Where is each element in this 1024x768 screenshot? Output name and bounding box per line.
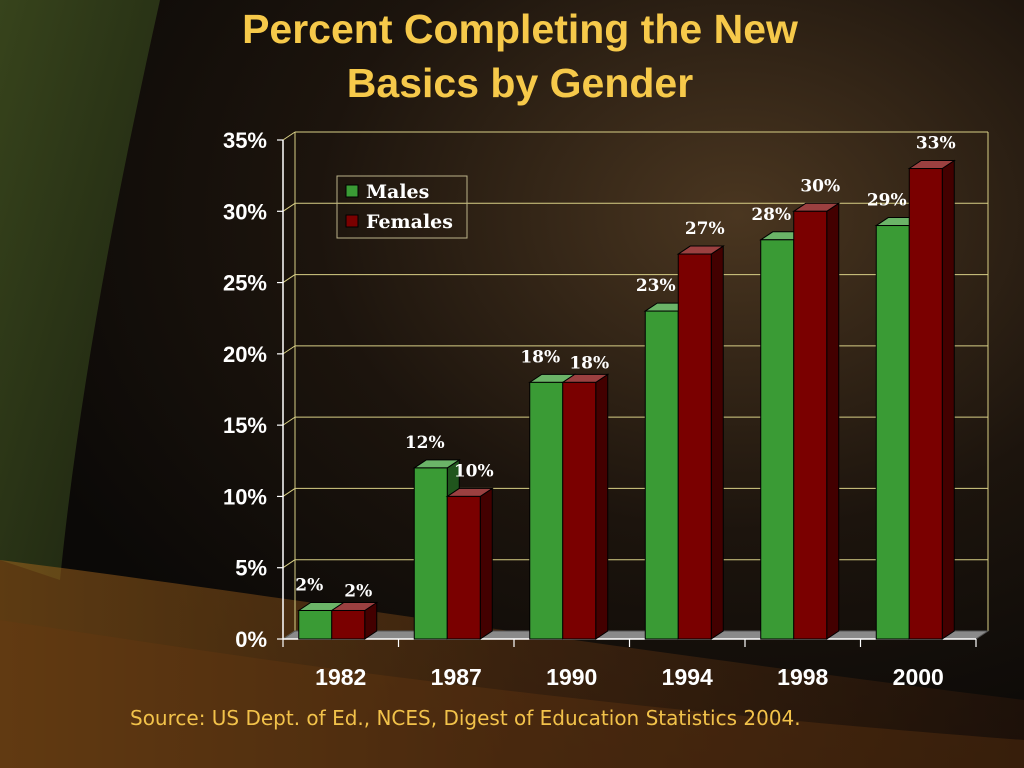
bar-front xyxy=(446,495,481,640)
bar-front xyxy=(413,467,448,640)
data-label: 23% xyxy=(636,276,676,296)
legend: Males Females xyxy=(336,175,468,239)
gridline-depth xyxy=(282,488,296,497)
bar-side xyxy=(826,202,840,640)
bar-front xyxy=(562,381,597,640)
bar-side xyxy=(941,159,955,640)
bar-front xyxy=(529,381,564,640)
bar-front xyxy=(677,253,712,640)
bar-front xyxy=(331,609,366,640)
x-tick-label: 1982 xyxy=(315,664,366,690)
y-tick-label: 15% xyxy=(223,413,267,438)
y-tick-label: 20% xyxy=(223,342,267,367)
bar-females-1994: 27% xyxy=(676,219,725,640)
gridline-depth xyxy=(282,274,296,283)
legend-label-females: Females xyxy=(366,211,453,233)
bar-front xyxy=(908,168,943,640)
bar-females-1990: 18% xyxy=(561,353,610,640)
data-label: 27% xyxy=(685,219,725,239)
gridline-depth xyxy=(282,131,296,141)
data-label: 10% xyxy=(454,461,494,481)
y-tick-label: 25% xyxy=(223,271,267,296)
y-tick-label: 0% xyxy=(235,627,267,652)
bar-front xyxy=(298,609,333,640)
bars: 2% 2% 12% 10% 18% 18% 23% 27% 28% 30% 29% 33% xyxy=(295,134,956,640)
x-tick-label: 2000 xyxy=(893,664,944,690)
y-tick-label: 10% xyxy=(223,484,267,509)
bar-side xyxy=(595,373,609,640)
legend-box xyxy=(336,175,468,239)
data-label: 18% xyxy=(520,347,560,367)
title-line-1: Percent Completing the New xyxy=(242,6,798,52)
bar-front xyxy=(875,225,910,640)
gridline-depth xyxy=(282,559,296,569)
slide-title: Percent Completing the New Basics by Gen… xyxy=(150,2,890,110)
gridline-depth xyxy=(282,416,296,426)
data-label: 29% xyxy=(867,191,907,211)
x-tick-label: 1987 xyxy=(431,664,482,690)
bar-front xyxy=(644,310,679,640)
bar-females-2000: 33% xyxy=(907,134,956,640)
legend-swatch-males xyxy=(345,184,359,198)
data-label: 2% xyxy=(295,575,323,595)
source-note: Source: US Dept. of Ed., NCES, Digest of… xyxy=(130,706,801,730)
y-tick-label: 5% xyxy=(235,556,267,581)
title-line-2: Basics by Gender xyxy=(346,60,694,106)
bar-side xyxy=(710,245,724,640)
y-tick-label: 35% xyxy=(223,128,267,153)
x-tick-label: 1994 xyxy=(662,664,713,690)
data-label: 30% xyxy=(800,176,840,196)
data-label: 2% xyxy=(344,581,372,601)
y-tick-label: 30% xyxy=(223,199,267,224)
bar-side xyxy=(479,487,493,640)
bar-females-1982: 2% xyxy=(330,581,379,640)
bar-chart: 0% 5% 10% 15% 20% 25% 30% 35% 1982 1987 1990 1994 19… xyxy=(223,128,990,690)
bar-females-1998: 30% xyxy=(792,176,841,640)
data-label: 33% xyxy=(916,134,956,154)
gridline-depth xyxy=(282,345,296,355)
data-label: 28% xyxy=(751,205,791,225)
data-label: 12% xyxy=(405,433,445,453)
data-label: 18% xyxy=(569,353,609,373)
x-tick-label: 1990 xyxy=(546,664,597,690)
bar-front xyxy=(793,210,828,640)
bar-front xyxy=(760,239,795,640)
gridline-depth xyxy=(282,202,296,212)
legend-label-males: Males xyxy=(366,181,429,203)
x-tick-label: 1998 xyxy=(777,664,828,690)
bar-females-1987: 10% xyxy=(445,461,494,640)
legend-swatch-females xyxy=(345,214,359,228)
